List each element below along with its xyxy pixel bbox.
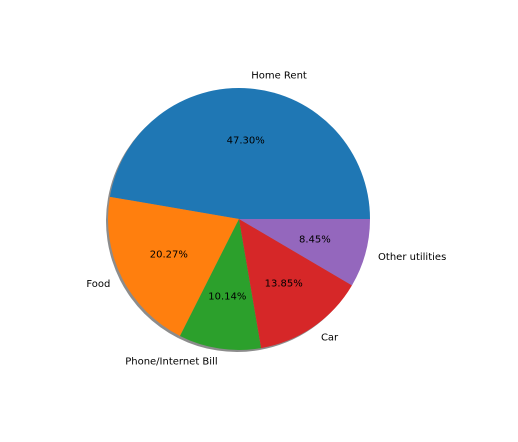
slice-percent-home-rent: 47.30%	[227, 136, 265, 147]
pie-slice-home-rent	[109, 87, 370, 219]
pie-slice-other-utilities	[239, 219, 370, 286]
slice-label-other-utilities: Other utilities	[378, 252, 446, 263]
slice-percent-food: 20.27%	[150, 249, 188, 260]
slice-label-food: Food	[86, 279, 110, 290]
slice-percent-other-utilities: 8.45%	[299, 235, 331, 246]
pie-slices	[108, 87, 370, 350]
pie-slice-car	[239, 219, 352, 349]
pie-labels: Home Rent 47.30% Food 20.27% Phone/Internet …	[86, 70, 446, 367]
slice-percent-phone-internet-bill: 10.14%	[208, 292, 246, 303]
slice-percent-car: 13.85%	[265, 279, 303, 290]
slice-label-home-rent: Home Rent	[251, 70, 307, 81]
slice-label-phone-internet-bill: Phone/Internet Bill	[125, 357, 217, 368]
slice-label-car: Car	[321, 333, 339, 344]
pie-slice-phone-internet-bill	[179, 219, 262, 350]
pie-slice-food	[108, 196, 240, 336]
